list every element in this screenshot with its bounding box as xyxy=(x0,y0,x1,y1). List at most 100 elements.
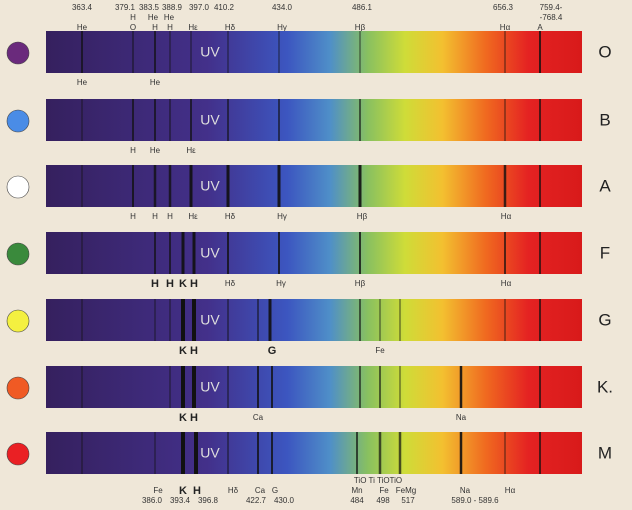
wavelength-label: 430.0 xyxy=(274,496,295,505)
absorption-line xyxy=(504,31,506,73)
line-label: Hβ xyxy=(355,23,366,32)
line-label: Hα xyxy=(505,486,516,495)
class-marker xyxy=(6,41,30,65)
line-label: Hβ xyxy=(357,212,368,221)
wavelength-label: 383.5 xyxy=(139,3,160,12)
absorption-line xyxy=(227,99,229,141)
absorption-line xyxy=(278,31,280,73)
line-label: H xyxy=(193,485,201,497)
line-label: He xyxy=(148,13,159,22)
absorption-line xyxy=(154,299,156,341)
class-marker xyxy=(6,242,30,266)
absorption-line xyxy=(169,232,171,274)
class-marker xyxy=(6,309,30,333)
absorption-line xyxy=(359,99,361,141)
absorption-line xyxy=(226,165,230,207)
wavelength-label: 410.2 xyxy=(214,3,235,12)
absorption-line xyxy=(154,432,156,474)
absorption-line xyxy=(132,165,134,207)
line-label: A xyxy=(537,23,543,32)
line-label: H xyxy=(167,212,173,221)
absorption-line xyxy=(227,232,229,274)
uv-label: UV xyxy=(200,44,220,60)
spectral-class: A xyxy=(599,176,611,195)
class-marker xyxy=(6,376,30,400)
absorption-line xyxy=(359,31,361,73)
spectral-class: O xyxy=(598,42,611,61)
absorption-line xyxy=(132,99,134,141)
absorption-line xyxy=(399,366,401,408)
uv-label: UV xyxy=(200,178,220,194)
absorption-line xyxy=(81,432,83,474)
absorption-line xyxy=(154,99,156,141)
line-label: He xyxy=(77,23,88,32)
absorption-line xyxy=(257,366,259,408)
spectrum-strip xyxy=(46,366,582,408)
absorption-line xyxy=(399,299,401,341)
absorption-line xyxy=(190,99,192,141)
spectral-class: F xyxy=(600,243,610,262)
line-label: Hε xyxy=(186,146,196,155)
line-label: K xyxy=(179,485,187,497)
absorption-line xyxy=(379,366,381,408)
absorption-line xyxy=(359,232,361,274)
absorption-line xyxy=(278,232,280,274)
absorption-line xyxy=(168,165,172,207)
wavelength-label: 759.4- xyxy=(540,3,563,12)
absorption-line xyxy=(81,165,83,207)
line-label: H xyxy=(130,13,136,22)
absorption-line xyxy=(268,299,272,341)
line-label: H xyxy=(167,23,173,32)
wavelength-label: 434.0 xyxy=(272,3,293,12)
absorption-line xyxy=(169,299,171,341)
class-marker xyxy=(6,175,30,199)
spectrum-strip xyxy=(46,31,582,73)
line-label: G xyxy=(272,486,278,495)
uv-label: UV xyxy=(200,445,220,461)
spectral-class: G xyxy=(598,310,611,329)
line-label: Hδ xyxy=(225,23,236,32)
line-label: Hδ xyxy=(225,212,236,221)
line-label: K xyxy=(179,412,187,424)
spectrum-strip xyxy=(46,432,582,474)
absorption-line xyxy=(503,165,507,207)
line-label: H xyxy=(190,412,198,424)
absorption-line xyxy=(378,432,382,474)
line-label: He xyxy=(150,146,161,155)
wavelength-label: 393.4 xyxy=(170,496,191,505)
line-label: Hε xyxy=(188,212,198,221)
line-label: K xyxy=(179,278,187,290)
line-label: H xyxy=(151,278,159,290)
line-label: H xyxy=(130,212,136,221)
absorption-line xyxy=(227,31,229,73)
absorption-line xyxy=(539,232,541,274)
line-label: Na xyxy=(460,486,471,495)
line-label: Hβ xyxy=(355,279,366,288)
absorption-line xyxy=(539,432,541,474)
spectrum-strip xyxy=(46,232,582,274)
line-label: H xyxy=(130,146,136,155)
absorption-line xyxy=(459,432,463,474)
uv-label: UV xyxy=(200,379,220,395)
absorption-line xyxy=(539,165,541,207)
absorption-line xyxy=(192,366,196,408)
absorption-line xyxy=(169,366,171,408)
line-label: Ca xyxy=(253,413,264,422)
absorption-line xyxy=(189,165,193,207)
absorption-line xyxy=(504,299,506,341)
line-label: Hγ xyxy=(277,212,287,221)
absorption-line xyxy=(132,31,134,73)
spectrum-strip xyxy=(46,299,582,341)
absorption-line xyxy=(181,432,185,474)
line-label: FeMg xyxy=(396,486,416,495)
absorption-line xyxy=(359,299,361,341)
absorption-line xyxy=(278,99,280,141)
line-label: K xyxy=(179,345,187,357)
spectrum-strip xyxy=(46,165,582,207)
wavelength-label: 656.3 xyxy=(493,3,514,12)
absorption-line xyxy=(181,299,185,341)
spectral-class: K. xyxy=(597,377,613,396)
absorption-line xyxy=(169,99,171,141)
absorption-line xyxy=(81,299,83,341)
absorption-line xyxy=(271,366,273,408)
